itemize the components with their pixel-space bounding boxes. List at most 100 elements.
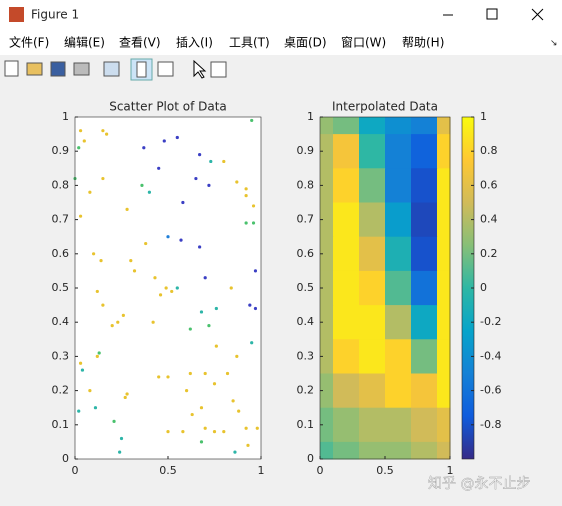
contour-cell xyxy=(359,134,386,169)
colorbar-tick-label: 0.4 xyxy=(480,213,498,226)
contour-cell xyxy=(411,270,438,306)
scatter-point xyxy=(253,306,258,311)
scatter-point xyxy=(88,389,92,393)
contour-cell xyxy=(320,305,334,340)
y-tick-label: 0.7 xyxy=(297,213,315,226)
close-button[interactable] xyxy=(531,8,544,21)
figure-icon xyxy=(136,61,147,78)
scatter-point xyxy=(101,176,105,181)
scatter-point xyxy=(119,436,124,441)
pointer-icon[interactable] xyxy=(193,59,207,79)
scatter-point xyxy=(199,310,204,314)
contour-cell xyxy=(320,168,334,203)
colorbar-tick-label: 0.2 xyxy=(480,247,498,260)
print-icon[interactable] xyxy=(73,62,90,76)
contour-cell xyxy=(359,168,386,203)
contour-cell xyxy=(333,202,360,238)
menu-item[interactable]: 桌面(D) xyxy=(284,36,327,50)
scatter-point xyxy=(244,194,248,198)
contour-cell xyxy=(333,117,360,135)
scatter-point xyxy=(231,399,235,403)
scatter-point xyxy=(214,344,218,348)
contour-cell xyxy=(333,441,360,460)
scatter-point xyxy=(140,183,144,187)
contour-cell xyxy=(411,134,438,169)
scatter-point xyxy=(125,392,129,396)
app-icon xyxy=(9,7,24,22)
y-tick-label: 1 xyxy=(62,110,69,123)
menu-item[interactable]: 查看(V) xyxy=(119,36,161,50)
y-tick-label: 0.8 xyxy=(52,178,70,191)
save-icon[interactable] xyxy=(50,61,66,77)
scatter-point xyxy=(99,259,103,263)
contour-cell xyxy=(411,373,438,409)
contour-cell xyxy=(437,117,451,135)
maximize-button[interactable] xyxy=(486,8,498,20)
contour-cell xyxy=(359,236,386,272)
scatter-point xyxy=(157,166,161,170)
scatter-point xyxy=(198,245,202,249)
menu-item[interactable]: 帮助(H) xyxy=(402,36,444,50)
menu-arrow[interactable]: ↘ xyxy=(550,39,558,49)
contour-cell xyxy=(411,236,438,272)
contour-cell xyxy=(333,407,360,443)
new-icon[interactable] xyxy=(4,60,19,77)
open-icon[interactable] xyxy=(26,62,43,76)
contour-cell xyxy=(333,305,360,340)
contour-cell xyxy=(333,270,360,306)
colorbar-tick-label: 1 xyxy=(480,110,487,123)
contour-cell xyxy=(359,441,386,460)
toolbar-icons xyxy=(4,58,227,81)
y-tick-label: 0.3 xyxy=(52,349,70,362)
scatter-point xyxy=(194,176,198,181)
menu-item[interactable]: 文件(F) xyxy=(9,35,49,50)
contour-cell xyxy=(359,373,386,409)
y-tick-label: 0.5 xyxy=(52,281,70,294)
scatter-point xyxy=(175,286,179,290)
contour-cell xyxy=(411,168,438,203)
scatter-point xyxy=(142,146,146,150)
scatter-point xyxy=(132,269,137,273)
scatter-point xyxy=(229,286,233,290)
property-icon[interactable] xyxy=(210,61,227,78)
scatter-point xyxy=(198,153,202,157)
x-tick-label: 0.5 xyxy=(159,464,177,477)
contour-cell xyxy=(437,373,451,409)
contour-cell xyxy=(411,202,438,238)
scatter-point xyxy=(166,375,170,379)
contour-cell xyxy=(333,168,360,203)
contour-cell xyxy=(320,339,334,374)
scatter-point xyxy=(199,406,204,410)
scatter-point xyxy=(80,368,85,372)
scatter-point xyxy=(105,132,109,136)
scatter-point xyxy=(151,320,155,324)
scatter-point xyxy=(181,200,185,205)
contour-cell xyxy=(320,373,334,409)
scatter-point xyxy=(214,306,218,311)
scatter-point xyxy=(78,129,83,133)
menu-item[interactable]: 编辑(E) xyxy=(64,35,105,50)
scatter-point xyxy=(207,183,211,187)
contour-cell xyxy=(320,441,334,460)
colorbar-tick-label: 0.6 xyxy=(480,178,498,191)
scatter-point xyxy=(93,406,98,410)
y-tick-label: 0.1 xyxy=(297,418,315,431)
contour-cell xyxy=(437,236,451,272)
x-tick-label: 0.5 xyxy=(376,464,394,477)
chart-title: Scatter Plot of Data xyxy=(109,100,227,114)
contour-cell xyxy=(333,373,360,409)
contour-cell xyxy=(320,407,334,443)
menu-item[interactable]: 窗口(W) xyxy=(341,36,386,50)
y-tick-label: 0.2 xyxy=(52,384,70,397)
menu-item[interactable]: 插入(I) xyxy=(176,36,213,50)
menu-item[interactable]: 工具(T) xyxy=(229,36,270,50)
contour-cell xyxy=(385,236,412,272)
legend-icon[interactable] xyxy=(157,61,174,77)
scatter-point xyxy=(112,419,116,423)
scatter-point xyxy=(78,214,83,218)
print-preview-icon[interactable] xyxy=(103,61,120,77)
title-bar xyxy=(0,0,562,30)
scatter-point xyxy=(164,286,168,290)
scatter-point xyxy=(77,409,81,413)
scatter-point xyxy=(101,303,105,307)
